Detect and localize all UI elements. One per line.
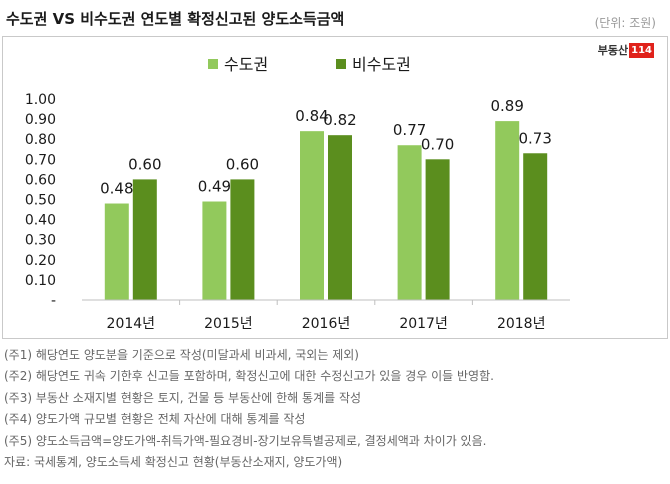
y-tick-label: 0.10 bbox=[25, 273, 56, 289]
bar-chart: 수도권 비수도권 - 0.10 0.20 0.30 0.40 0.50 0.60 0.70 0.8… bbox=[25, 55, 570, 332]
bar-capital bbox=[104, 203, 129, 300]
x-axis: 2014년 2015년 2016년 2017년 2018년 bbox=[82, 299, 570, 332]
bar-noncapital bbox=[425, 159, 450, 300]
page-title: 수도권 VS 비수도권 연도별 확정신고된 양도소득금액 bbox=[6, 10, 345, 28]
y-tick-label: - bbox=[51, 293, 56, 309]
data-label: 0.60 bbox=[128, 155, 161, 173]
unit-label: (단위: 조원) bbox=[594, 16, 656, 30]
footnote-source: 자료: 국세통계, 양도소득세 확정신고 현황(부동산소재지, 양도가액) bbox=[4, 455, 343, 470]
legend-label-noncapital: 비수도권 bbox=[352, 55, 411, 74]
footnote-4: (주4) 양도가액 규모별 현황은 전체 자산에 대해 통계를 작성 bbox=[4, 412, 306, 427]
bar-capital bbox=[202, 201, 227, 300]
x-tick-label: 2017년 bbox=[399, 316, 448, 332]
data-label: 0.84 bbox=[295, 107, 328, 125]
y-tick-label: 1.00 bbox=[25, 92, 56, 108]
data-label: 0.70 bbox=[421, 135, 454, 153]
y-tick-label: 0.30 bbox=[25, 233, 56, 249]
data-label: 0.49 bbox=[198, 178, 231, 196]
footnotes: (주1) 해당연도 양도분을 기준으로 작성(미달과세 비과세, 국외는 제외)… bbox=[4, 345, 668, 473]
data-label: 0.89 bbox=[490, 97, 523, 115]
x-tick-label: 2014년 bbox=[107, 316, 156, 332]
legend-swatch-noncapital bbox=[336, 59, 346, 69]
y-axis: - 0.10 0.20 0.30 0.40 0.50 0.60 0.70 0.80 0.90 1.0… bbox=[25, 92, 56, 309]
data-label: 0.48 bbox=[100, 180, 133, 198]
footnote-3: (주3) 부동산 소재지별 현황은 토지, 건물 등 부동산에 한해 통계를 작… bbox=[4, 390, 362, 405]
y-tick-label: 0.70 bbox=[25, 152, 56, 168]
bar-noncapital bbox=[328, 135, 352, 300]
x-tick-label: 2015년 bbox=[204, 316, 253, 332]
y-tick-label: 0.80 bbox=[25, 132, 56, 148]
bar-group: 0.48 0.60 0.49 0.60 0.840.82 0.770.70 0.89 0.73 bbox=[100, 97, 552, 300]
logo-number: 114 bbox=[629, 42, 654, 58]
bar-capital bbox=[397, 145, 422, 300]
bar-capital bbox=[495, 121, 520, 300]
logo-text: 부동산 bbox=[597, 44, 629, 57]
data-label: 0.60 bbox=[226, 155, 259, 173]
chart-legend: 수도권 비수도권 bbox=[208, 55, 411, 74]
legend-label-capital: 수도권 bbox=[224, 55, 268, 74]
data-label: 0.77 bbox=[393, 121, 426, 139]
y-tick-label: 0.60 bbox=[25, 172, 56, 188]
bar-noncapital bbox=[523, 153, 548, 300]
y-tick-label: 0.90 bbox=[25, 112, 56, 128]
bar-noncapital bbox=[230, 179, 255, 300]
y-tick-label: 0.20 bbox=[25, 253, 56, 269]
footnote-1: (주1) 해당연도 양도분을 기준으로 작성(미달과세 비과세, 국외는 제외) bbox=[4, 348, 359, 362]
data-label: 0.73 bbox=[518, 129, 551, 147]
y-tick-label: 0.40 bbox=[25, 213, 56, 229]
y-tick-label: 0.50 bbox=[25, 193, 56, 209]
bar-capital bbox=[300, 131, 324, 300]
legend-swatch-capital bbox=[208, 59, 218, 69]
brand-logo: 부동산 114 bbox=[598, 42, 654, 58]
x-tick-label: 2016년 bbox=[302, 316, 351, 332]
x-tick-label: 2018년 bbox=[497, 316, 546, 332]
footnote-2: (주2) 해당연도 귀속 기한후 신고들 포함하며, 확정신고에 대한 수정신고… bbox=[4, 369, 494, 384]
data-label: 0.82 bbox=[323, 111, 356, 129]
bar-noncapital bbox=[132, 179, 157, 300]
footnote-5: (주5) 양도소득금액=양도가액-취득가액-필요경비-장기보유특별공제로, 결정… bbox=[4, 433, 487, 448]
